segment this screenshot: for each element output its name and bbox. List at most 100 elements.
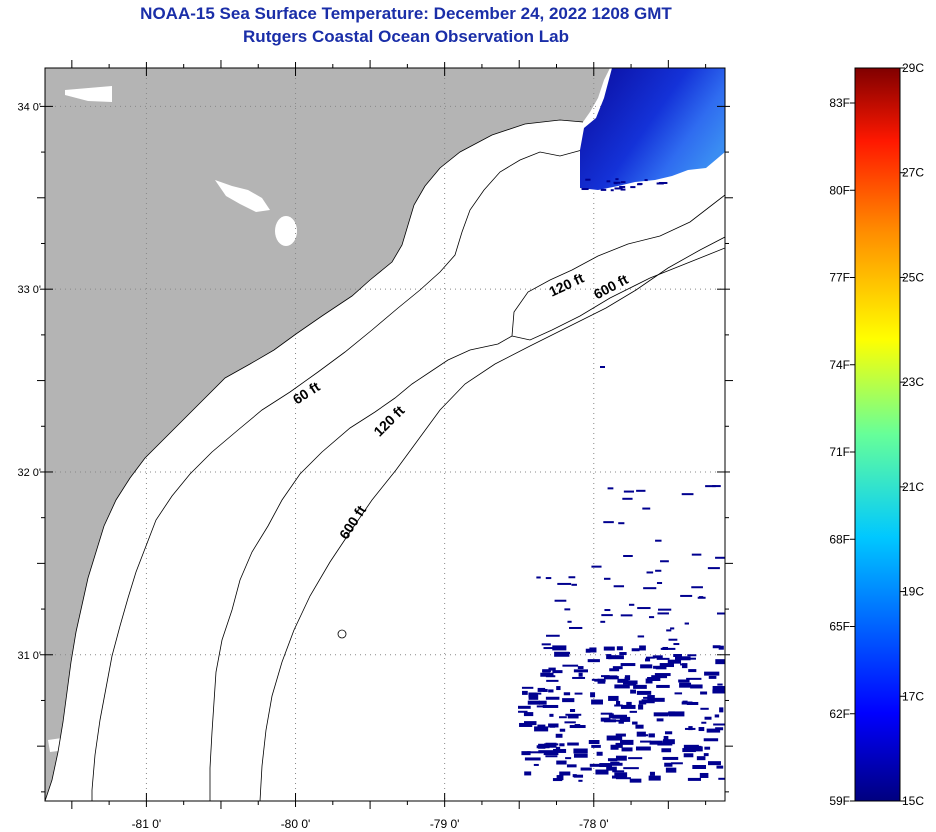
sst-pixel (522, 690, 528, 695)
sst-pixel (643, 587, 657, 590)
sst-pixel (668, 711, 685, 717)
sst-pixel (718, 777, 725, 780)
sst-pixel (538, 700, 547, 705)
sst-pixel (565, 757, 572, 760)
sst-pixel (664, 731, 673, 735)
sst-pixel (704, 746, 711, 750)
sst-pixel (678, 679, 690, 683)
sst-pixel (688, 726, 693, 731)
sst-pixel (594, 679, 606, 682)
sst-pixel (640, 740, 652, 743)
sst-pixel (657, 612, 669, 615)
sst-pixel (590, 692, 596, 698)
map-plot-area (45, 68, 725, 801)
sst-pixel (540, 672, 554, 677)
sst-pixel (642, 507, 651, 510)
colorbar-label-celsius: 27C (902, 166, 924, 180)
sst-pixel (578, 672, 583, 677)
sst-pixel (610, 744, 619, 750)
sst-pixel (549, 725, 556, 728)
sst-pixel (595, 769, 609, 775)
colorbar-label-fahrenheit: 71F (829, 445, 850, 459)
sst-pixel (708, 675, 717, 679)
sst-pixel (662, 739, 675, 745)
sst-pixel (658, 181, 668, 184)
lon-tick-label: -81 0' (132, 817, 162, 831)
sst-pixel (641, 699, 655, 704)
sst-pixel (600, 620, 606, 623)
sst-pixel (527, 700, 540, 705)
sst-pixel (629, 710, 637, 713)
sst-pixel (603, 577, 611, 580)
sst-pixel (673, 643, 680, 646)
sst-pixel (606, 654, 612, 660)
sst-pixel (630, 186, 636, 189)
lon-tick-label: -79 0' (430, 817, 460, 831)
sst-pixel (659, 663, 674, 668)
sst-pixel (548, 689, 554, 693)
sst-pixel (687, 654, 697, 657)
sst-pixel (568, 576, 576, 579)
sst-pixel (554, 599, 567, 602)
sst-pixel (612, 666, 623, 670)
sst-pixel (686, 701, 699, 705)
sst-pixel (626, 701, 632, 707)
sst-satellite-swath (580, 68, 725, 190)
sst-pixel (612, 714, 628, 719)
colorbar-label-celsius: 25C (902, 270, 924, 284)
lake (275, 216, 297, 246)
sst-pixel (635, 724, 644, 729)
sst-pixel (569, 709, 576, 713)
sst-pixel (562, 698, 575, 703)
sst-pixel (555, 746, 561, 750)
sst-pixel (661, 748, 672, 753)
sst-pixel (578, 779, 583, 782)
sst-pixel (636, 489, 646, 492)
sst-pixel (712, 485, 721, 488)
sst-pixel (680, 594, 693, 597)
sst-pixel (716, 612, 725, 615)
sst-pixel (618, 522, 625, 525)
sst-pixel (657, 742, 673, 746)
sst-pixel (526, 751, 543, 754)
sst-pixel (591, 699, 603, 705)
sst-pixel (644, 179, 648, 182)
contour-60ft (91, 149, 583, 801)
sst-pixel (619, 185, 626, 188)
lat-tick-label: 32 0' (17, 467, 41, 479)
sst-pixel (660, 560, 669, 563)
sst-pixel (600, 188, 607, 191)
sst-pixel (564, 608, 571, 611)
sst-pixel (699, 772, 709, 778)
sst-pixel (556, 686, 561, 691)
sst-pixel (714, 714, 720, 718)
sst-pixel (648, 733, 655, 738)
sst-pixel (613, 585, 625, 588)
colorbar-label-fahrenheit: 65F (829, 620, 850, 634)
sst-pixel (621, 747, 633, 752)
sst-pixel (608, 655, 624, 660)
sst-pixel (623, 490, 635, 493)
sst-pixel (518, 710, 528, 713)
colorbar-label-fahrenheit: 59F (829, 794, 850, 808)
sst-pixel (658, 608, 672, 611)
sst-pixel (554, 651, 570, 657)
sst-pixel (543, 688, 548, 692)
sst-pixel (620, 181, 626, 184)
sst-pixel (662, 756, 679, 760)
sst-pixel (664, 762, 673, 767)
sst-pixel (552, 670, 563, 674)
sst-pixel (703, 738, 719, 742)
sst-pixel (612, 761, 618, 765)
sst-pixel (638, 182, 643, 185)
sst-pixel (618, 720, 624, 724)
sst-pixel (559, 728, 566, 732)
sst-pixel (623, 767, 639, 770)
sst-pixel (620, 663, 636, 667)
sst-pixel (645, 658, 651, 662)
sst-pixel (546, 634, 560, 637)
sst-pixel (548, 667, 556, 671)
sst-pixel (572, 676, 586, 679)
sst-pixel (606, 766, 617, 771)
